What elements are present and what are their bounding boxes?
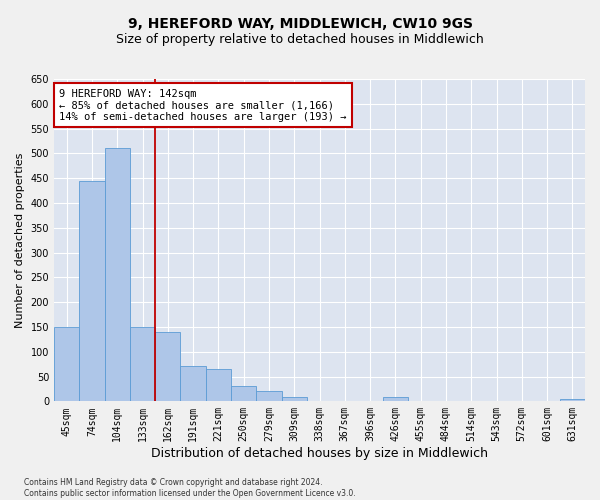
- Y-axis label: Number of detached properties: Number of detached properties: [15, 152, 25, 328]
- Text: Contains HM Land Registry data © Crown copyright and database right 2024.
Contai: Contains HM Land Registry data © Crown c…: [24, 478, 356, 498]
- X-axis label: Distribution of detached houses by size in Middlewich: Distribution of detached houses by size …: [151, 447, 488, 460]
- Bar: [206, 369, 231, 402]
- Bar: [104, 148, 130, 402]
- Text: Size of property relative to detached houses in Middlewich: Size of property relative to detached ho…: [116, 32, 484, 46]
- Bar: [560, 399, 585, 402]
- Bar: [383, 398, 408, 402]
- Bar: [181, 366, 206, 402]
- Bar: [130, 327, 155, 402]
- Bar: [155, 332, 181, 402]
- Text: 9 HEREFORD WAY: 142sqm
← 85% of detached houses are smaller (1,166)
14% of semi-: 9 HEREFORD WAY: 142sqm ← 85% of detached…: [59, 88, 347, 122]
- Text: 9, HEREFORD WAY, MIDDLEWICH, CW10 9GS: 9, HEREFORD WAY, MIDDLEWICH, CW10 9GS: [128, 18, 473, 32]
- Bar: [231, 386, 256, 402]
- Bar: [54, 327, 79, 402]
- Bar: [256, 392, 281, 402]
- Bar: [79, 180, 104, 402]
- Bar: [281, 398, 307, 402]
